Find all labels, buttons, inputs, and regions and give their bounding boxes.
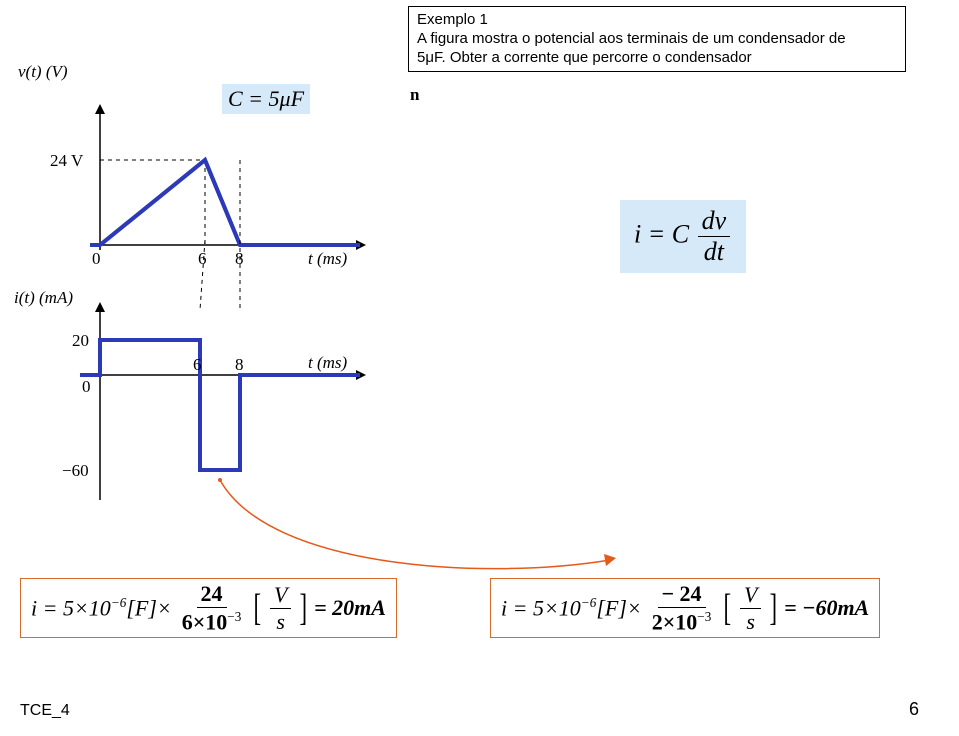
- v-axis-label: v(t) (V): [18, 62, 68, 82]
- footer-right: 6: [909, 699, 919, 720]
- problem-textbox: Exemplo 1 A figura mostra o potencial ao…: [408, 6, 906, 72]
- svg-text:20: 20: [72, 331, 89, 350]
- i-eq-box: i = C dv dt: [620, 200, 746, 273]
- problem-line1: A figura mostra o potencial aos terminai…: [417, 30, 897, 49]
- svg-text:0: 0: [82, 377, 91, 396]
- svg-text:8: 8: [235, 355, 244, 374]
- problem-title: Exemplo 1: [417, 11, 897, 30]
- i-eq-lhs: i = C: [634, 219, 689, 248]
- svg-text:24 V: 24 V: [50, 151, 84, 170]
- footer-left: TCE_4: [20, 702, 70, 720]
- problem-line2: 5μF. Obter a corrente que percorre o con…: [417, 49, 897, 68]
- guide-lines: [40, 240, 380, 310]
- svg-text:6: 6: [193, 355, 202, 374]
- svg-text:−60: −60: [62, 461, 89, 480]
- pointer-arrow: [190, 430, 630, 600]
- svg-text:t (ms): t (ms): [308, 353, 348, 372]
- eq-left: i = 5×10−6[F]× 24 6×10−3 [ V s ] = 20mA: [20, 578, 397, 638]
- artifact-n: n: [410, 85, 419, 105]
- eq-right: i = 5×10−6[F]× − 24 2×10−3 [ V s ] = −60…: [490, 578, 880, 638]
- i-eq-frac: dv dt: [698, 208, 731, 265]
